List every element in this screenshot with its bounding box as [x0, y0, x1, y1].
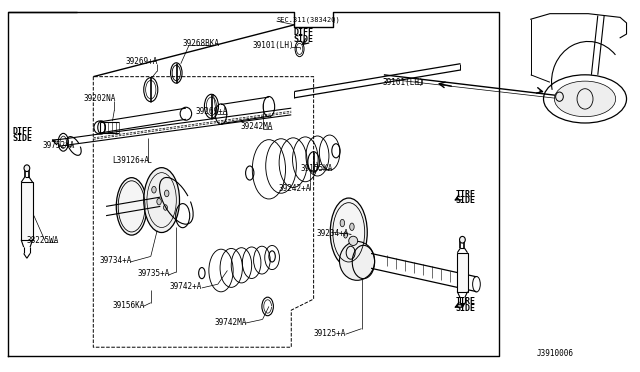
- Text: 39735+A: 39735+A: [138, 269, 170, 278]
- Text: SIDE: SIDE: [293, 35, 313, 44]
- Text: 39242MA: 39242MA: [240, 122, 273, 131]
- Ellipse shape: [349, 236, 358, 246]
- Text: SIDE: SIDE: [12, 134, 32, 143]
- Text: 38225WA: 38225WA: [26, 236, 59, 245]
- Text: 39752+A: 39752+A: [42, 141, 75, 151]
- Text: 39101(LH): 39101(LH): [383, 78, 424, 87]
- Ellipse shape: [164, 190, 169, 197]
- Ellipse shape: [152, 186, 156, 193]
- Text: 39156KA: 39156KA: [113, 301, 145, 310]
- Text: 39101(LH): 39101(LH): [253, 41, 294, 51]
- Ellipse shape: [330, 198, 367, 267]
- Bar: [21, 182, 33, 240]
- Text: 39269+A: 39269+A: [195, 108, 228, 116]
- Text: TIRE: TIRE: [456, 297, 476, 306]
- Text: J3910006: J3910006: [537, 349, 574, 358]
- Text: 39234+A: 39234+A: [317, 228, 349, 238]
- Ellipse shape: [164, 205, 168, 210]
- Circle shape: [554, 81, 616, 117]
- Text: 39742+A: 39742+A: [170, 282, 202, 291]
- Text: TIRE: TIRE: [456, 190, 476, 199]
- Text: 39125+A: 39125+A: [314, 328, 346, 338]
- Ellipse shape: [24, 165, 29, 171]
- Text: 39269+A: 39269+A: [125, 57, 157, 66]
- Text: 39742MA: 39742MA: [214, 318, 247, 327]
- Text: 39268BKA: 39268BKA: [182, 39, 220, 48]
- Text: L39126+A: L39126+A: [113, 156, 150, 165]
- Text: DIFF: DIFF: [12, 126, 32, 136]
- Text: 39202NA: 39202NA: [84, 94, 116, 103]
- Ellipse shape: [344, 232, 348, 238]
- Ellipse shape: [340, 219, 344, 227]
- Ellipse shape: [157, 198, 161, 205]
- Ellipse shape: [349, 223, 354, 231]
- Text: SIDE: SIDE: [456, 196, 476, 205]
- Text: SIDE: SIDE: [456, 304, 476, 313]
- Ellipse shape: [116, 178, 147, 235]
- Text: DIFF: DIFF: [293, 28, 313, 37]
- Ellipse shape: [339, 241, 374, 280]
- Text: 39734+A: 39734+A: [100, 256, 132, 265]
- Ellipse shape: [144, 168, 179, 232]
- Text: 39242+A: 39242+A: [278, 184, 311, 193]
- Bar: [458, 253, 467, 292]
- Ellipse shape: [460, 236, 465, 243]
- Text: 39155KA: 39155KA: [301, 164, 333, 173]
- Text: SEC.311(38342Q): SEC.311(38342Q): [276, 17, 340, 23]
